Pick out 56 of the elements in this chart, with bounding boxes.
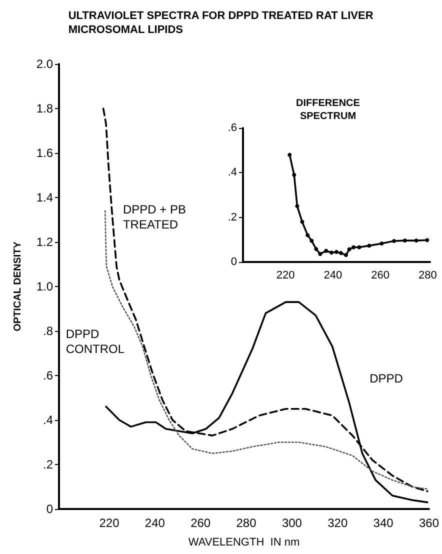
point: [300, 220, 304, 224]
point: [380, 241, 384, 246]
x-tick-label: 240: [324, 270, 342, 282]
x-tick-label: 280: [418, 270, 437, 282]
x-tick-label: 240: [144, 516, 166, 530]
point: [402, 238, 407, 243]
x-tick-label: 300: [282, 516, 302, 530]
point: [292, 172, 296, 177]
x-tick-label: 340: [373, 516, 394, 530]
point: [357, 245, 362, 250]
point: [347, 247, 352, 252]
point: [339, 251, 343, 256]
y-axis-title: OPTICAL DENSITY: [12, 241, 24, 332]
y-tick-label: .4: [228, 166, 237, 179]
x-axis-title: WAVELENGTH IN nm: [188, 536, 300, 548]
point: [288, 152, 292, 157]
y-tick-label: 0: [46, 502, 54, 516]
series-label: DPPD CONTROL: [66, 327, 125, 356]
point: [392, 239, 396, 244]
point: [306, 233, 310, 238]
chart-title: DIFFERENCE SPECTRUM: [296, 98, 360, 122]
y-tick-label: .2: [42, 458, 54, 472]
point: [334, 250, 338, 254]
point: [344, 253, 348, 258]
point: [324, 248, 328, 253]
point: [295, 204, 300, 208]
point: [310, 238, 314, 243]
y-tick-label: 1.6: [36, 146, 54, 160]
point: [367, 244, 372, 248]
y-tick-label: 2.0: [36, 57, 54, 71]
y-tick-label: 1.4: [36, 190, 54, 204]
series-label: DPPD + PB TREATED: [122, 202, 186, 232]
y-tick-label: .2: [228, 211, 237, 224]
y-tick-label: 1.0: [36, 280, 54, 294]
point: [414, 238, 418, 243]
chart-title: ULTRAVIOLET SPECTRA FOR DPPD TREATED RAT LIVER MICROSOMAL LIPIDS: [68, 10, 374, 36]
x-tick-label: 360: [418, 516, 440, 530]
y-tick-label: .6: [42, 368, 54, 382]
point: [330, 250, 334, 255]
point: [318, 252, 322, 256]
x-tick-label: 260: [190, 516, 211, 530]
x-tick-label: 220: [276, 270, 295, 282]
y-tick-label: .4: [42, 413, 54, 427]
point: [352, 245, 356, 250]
x-tick-label: 220: [99, 516, 120, 530]
point: [425, 238, 430, 242]
x-tick-label: 280: [236, 516, 257, 530]
text: DPPD: [370, 372, 404, 386]
x-tick-label: 260: [371, 270, 390, 282]
y-tick-label: 1.2: [36, 235, 54, 249]
x-tick-label: 320: [328, 516, 348, 530]
y-tick-label: 1.8: [36, 102, 54, 116]
y-tick-label: .8: [42, 324, 54, 338]
y-tick-label: 0: [230, 256, 237, 268]
point: [314, 247, 318, 252]
y-tick-label: .6: [228, 122, 237, 134]
